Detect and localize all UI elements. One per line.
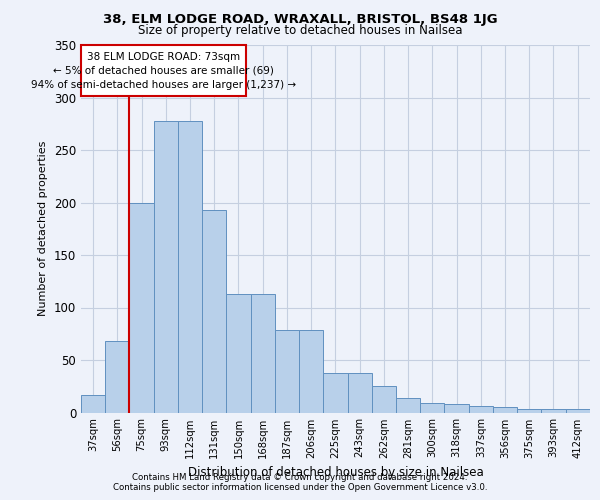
Bar — [154, 120, 178, 412]
X-axis label: Distribution of detached houses by size in Nailsea: Distribution of detached houses by size … — [188, 466, 483, 479]
Text: Size of property relative to detached houses in Nailsea: Size of property relative to detached ho… — [138, 24, 462, 37]
Bar — [517, 410, 541, 412]
Bar — [81, 394, 105, 412]
Text: 38 ELM LODGE ROAD: 73sqm
← 5% of detached houses are smaller (69)
94% of semi-de: 38 ELM LODGE ROAD: 73sqm ← 5% of detache… — [31, 52, 296, 90]
Bar — [372, 386, 396, 412]
Text: Contains HM Land Registry data © Crown copyright and database right 2024.: Contains HM Land Registry data © Crown c… — [132, 474, 468, 482]
Bar — [202, 210, 226, 412]
Bar — [469, 406, 493, 412]
Bar — [105, 341, 130, 412]
Y-axis label: Number of detached properties: Number of detached properties — [38, 141, 49, 316]
Bar — [445, 404, 469, 412]
Bar — [178, 120, 202, 412]
Text: 38, ELM LODGE ROAD, WRAXALL, BRISTOL, BS48 1JG: 38, ELM LODGE ROAD, WRAXALL, BRISTOL, BS… — [103, 12, 497, 26]
Bar — [226, 294, 251, 412]
FancyBboxPatch shape — [81, 45, 246, 96]
Bar — [347, 372, 372, 412]
Bar — [493, 407, 517, 412]
Bar — [299, 330, 323, 412]
Text: Contains public sector information licensed under the Open Government Licence v3: Contains public sector information licen… — [113, 484, 487, 492]
Bar — [566, 410, 590, 412]
Bar — [251, 294, 275, 412]
Bar — [420, 403, 445, 412]
Bar — [130, 202, 154, 412]
Bar — [396, 398, 420, 412]
Bar — [323, 372, 347, 412]
Bar — [275, 330, 299, 412]
Bar — [541, 410, 566, 412]
